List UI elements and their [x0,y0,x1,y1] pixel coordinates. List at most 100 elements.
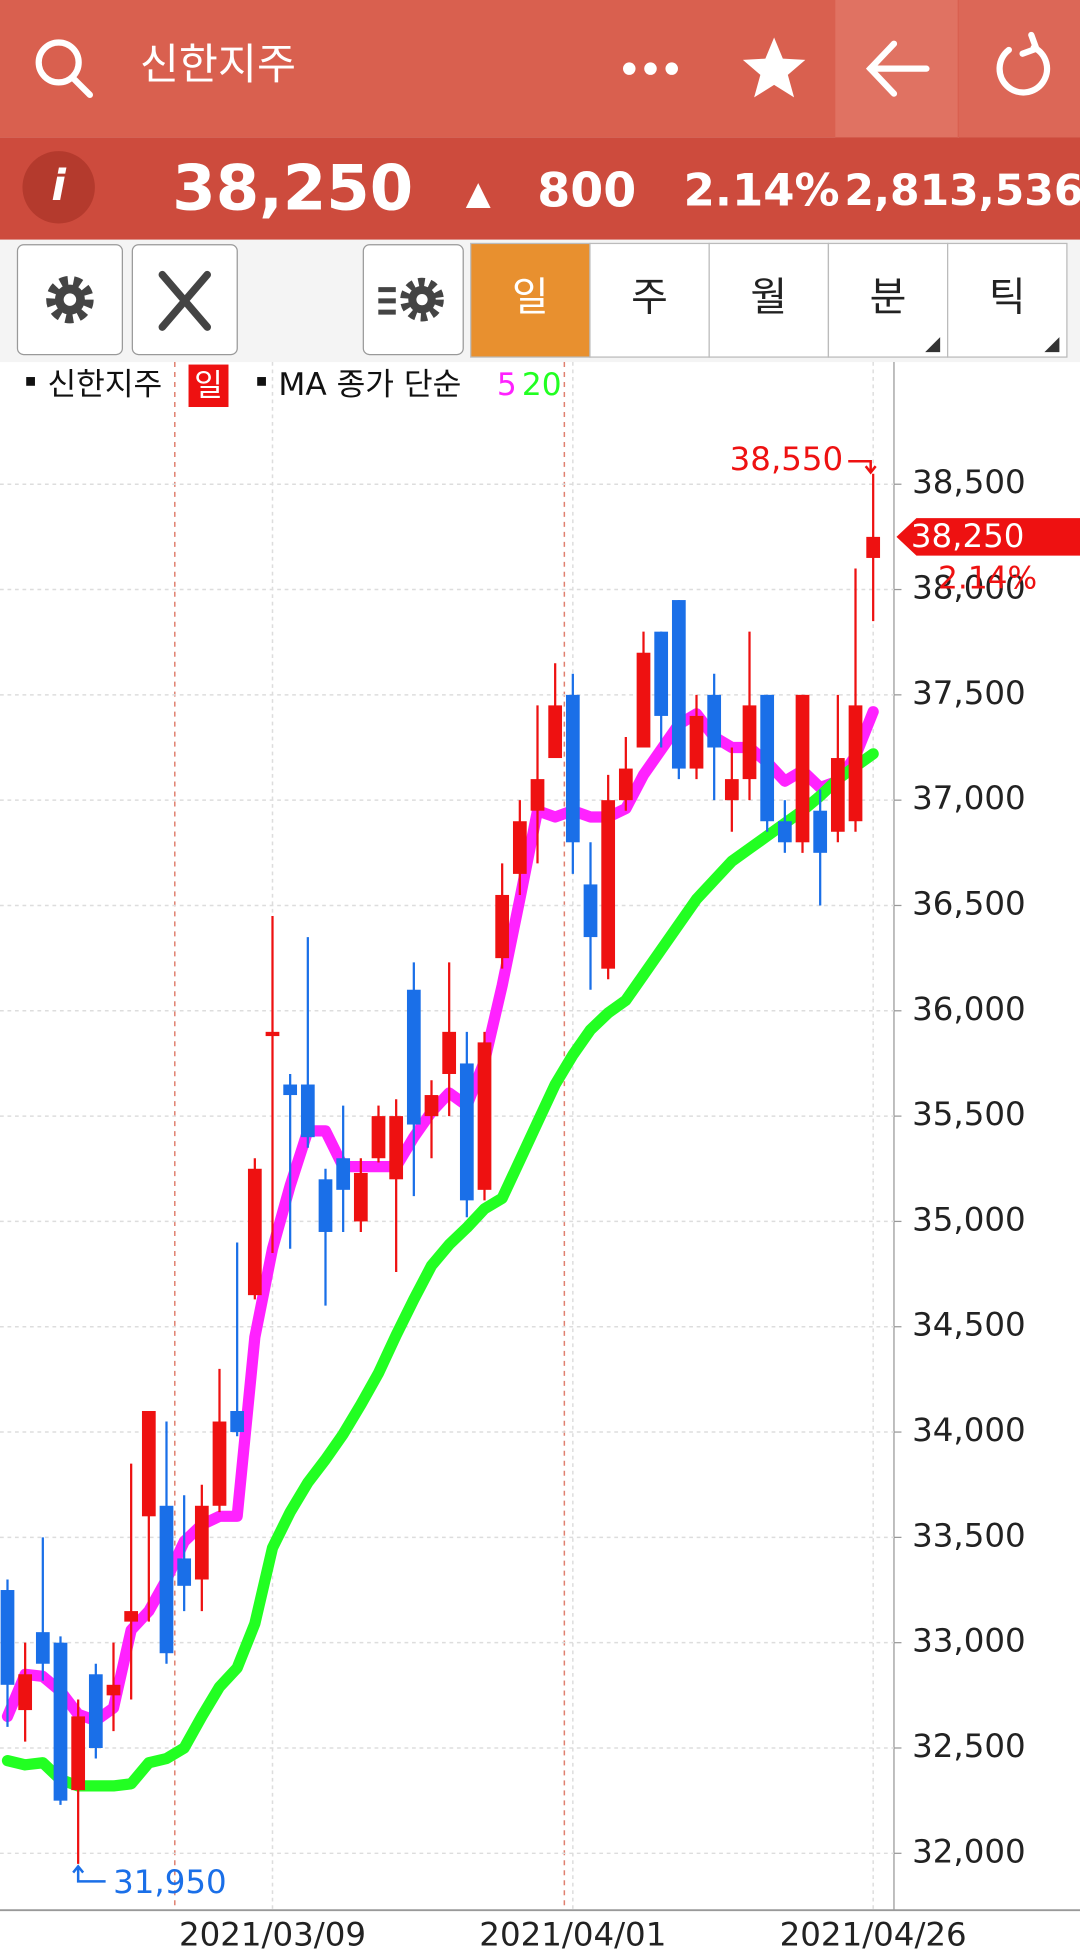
change-amount: 800 [537,164,636,219]
candle-body [636,652,651,748]
star-icon[interactable] [742,37,806,98]
last-change-label: 2.14% [938,560,1037,596]
ma-line [1,706,879,1727]
volume: 2,813,536 [844,167,1080,216]
y-tick-label: 34,500 [912,1306,1026,1344]
candle-body [265,1031,280,1037]
candle-body [0,1590,15,1685]
period-tab[interactable] [470,242,591,358]
stock-title[interactable]: 신한지주 [140,41,296,90]
candle-body [71,1716,86,1791]
legend-marker [257,377,266,386]
candle-body [247,1168,262,1296]
candle-body [300,1084,315,1138]
period-tab[interactable] [589,242,710,358]
plot [0,473,881,1864]
candle-body [406,989,421,1125]
refresh-icon[interactable] [996,31,1051,96]
grid [0,362,902,1911]
labels: 32,000 32,500 33,000 33,500 34,000 34,500 35,0… [72,440,1080,1953]
period-tab-label: 일 [512,275,549,321]
candle-body [512,821,527,874]
change-arrow: ▲ [466,174,491,212]
candle-body [742,705,757,780]
candle-body [53,1642,68,1801]
tools-icon [158,270,212,331]
candle-body [654,631,669,716]
candle-body [583,884,598,938]
candle-body [177,1558,192,1586]
last-price-label: 38,250 [911,517,1025,555]
high-label: 38,550 [730,440,844,478]
y-tick-label: 37,500 [912,674,1026,712]
y-tick-label: 36,500 [912,884,1026,922]
candle-body [830,758,845,832]
candle-body [230,1410,245,1433]
y-tick-label: 35,500 [912,1095,1026,1133]
candle-body [689,715,704,769]
search-icon[interactable] [35,39,94,99]
candle-body [353,1172,368,1222]
x-tick-label: 2021/04/01 [479,1915,666,1953]
candle-body [18,1674,33,1711]
candle-body [106,1684,121,1696]
y-tick-label: 38,000 [912,569,1026,607]
candle-body [530,779,545,811]
candle-body [565,694,580,843]
candle-body [424,1095,439,1117]
candle-body [707,694,722,748]
candle-body [212,1421,227,1506]
y-tick-label: 32,500 [912,1727,1026,1765]
candle-body [848,705,863,822]
tab-dropdown-marker [925,337,941,353]
x-tick-label: 2021/03/09 [179,1915,366,1953]
legend-ma: 20 [522,367,562,403]
candle-body [866,536,881,558]
change-percent: 2.14% [684,164,840,217]
candle-body [141,1410,156,1517]
legend-period-box [188,364,229,408]
candle-body [318,1179,333,1232]
legend-period: 일 [194,368,223,404]
candle-body [724,779,739,801]
candle-body [601,800,616,969]
refresh-button-bg[interactable] [958,0,1080,138]
low-label: 31,950 [113,1863,227,1901]
period-tab-label: 틱 [989,275,1026,321]
candle-body [459,1063,474,1201]
y-tick-label: 34,000 [912,1411,1026,1449]
period-tab[interactable] [947,242,1068,358]
price-bar [0,137,1080,240]
y-tick-label: 32,000 [912,1832,1026,1870]
candle-body [35,1632,50,1664]
period-tab[interactable] [708,242,830,358]
y-tick-label: 37,000 [912,779,1026,817]
y-tick-label: 35,000 [912,1200,1026,1238]
info-button[interactable] [22,151,95,224]
ma-line [1,748,879,1792]
back-icon[interactable] [865,40,930,97]
y-tick-label: 36,000 [912,990,1026,1028]
legend-marker [26,377,35,386]
candle-body [124,1611,139,1622]
legend-ma-label: MA 종가 단순 [278,367,461,403]
candle-body [777,821,792,843]
candle-body [671,600,686,769]
tab-dropdown-marker [1044,337,1060,353]
candle-body [371,1116,386,1159]
legend-symbol: 신한지주 [47,367,162,403]
y-tick-label: 38,500 [912,463,1026,501]
more-icon[interactable] [623,62,678,75]
candle-body [194,1505,209,1580]
low-marker [72,1864,106,1883]
last-price-tag [896,518,1080,556]
candle-body [159,1505,174,1654]
candle-body [548,705,563,759]
candle-body [795,694,810,843]
info-icon: i [51,162,67,211]
candle-body [618,768,633,801]
legend-ma: 5 [497,367,517,403]
